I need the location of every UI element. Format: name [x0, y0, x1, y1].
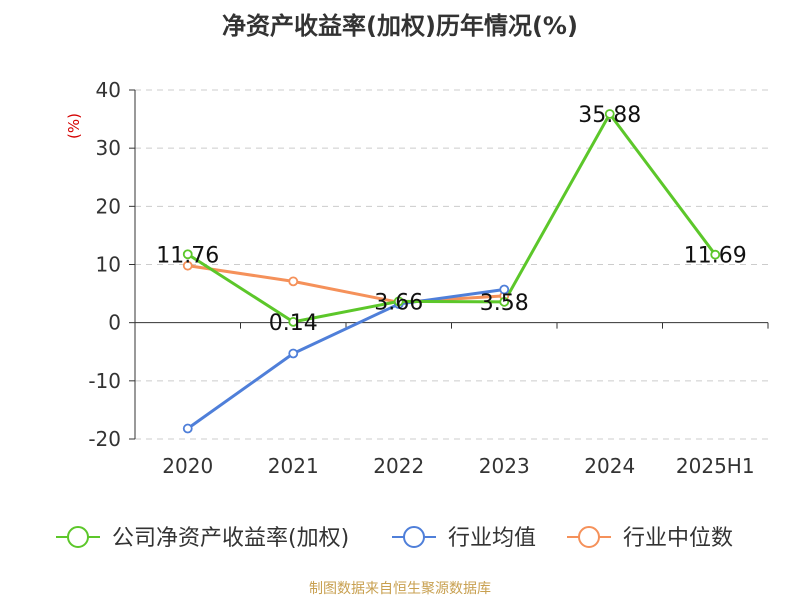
legend-marker: [67, 526, 89, 548]
legend-marker: [578, 526, 600, 548]
data-point: [288, 348, 299, 359]
y-tick-label: 30: [96, 136, 121, 160]
data-label: 3.58: [480, 291, 529, 316]
y-tick-label: 40: [96, 78, 121, 102]
x-tick-label: 2021: [268, 454, 319, 478]
data-point: [499, 296, 510, 307]
data-label: 3.66: [374, 290, 423, 315]
y-tick-label: 10: [96, 253, 121, 277]
x-tick-label: 2023: [479, 454, 530, 478]
legend-marker: [403, 526, 425, 548]
series-line: [187, 264, 505, 304]
y-tick-label: 20: [96, 194, 121, 218]
data-point: [499, 284, 510, 295]
data-label: 11.69: [684, 244, 747, 269]
y-axis-label: (%): [65, 113, 83, 139]
y-tick-label: 0: [108, 311, 121, 335]
data-source-footer: 制图数据来自恒生聚源数据库: [309, 581, 491, 597]
data-label: 35.88: [578, 103, 641, 128]
y-tick-label: -10: [88, 369, 121, 393]
data-point: [288, 276, 299, 287]
data-point: [288, 316, 299, 327]
data-point: [182, 249, 193, 260]
series-line: [186, 112, 717, 324]
x-tick-label: 2025H1: [676, 454, 755, 478]
legend-label: 行业中位数: [623, 526, 733, 551]
data-point: [182, 423, 193, 434]
legend-label: 行业均值: [448, 526, 536, 551]
data-label: 11.76: [156, 243, 219, 268]
x-tick-label: 2022: [373, 454, 424, 478]
legend-label: 公司净资产收益率(加权): [112, 526, 349, 551]
data-point: [710, 249, 721, 260]
series-line: [186, 288, 505, 430]
data-label: 0.14: [269, 311, 318, 336]
data-point: [604, 109, 615, 119]
chart-title: 净资产收益率(加权)历年情况(%): [222, 12, 578, 40]
y-tick-label: -20: [88, 427, 121, 451]
line-chart: 40 30 20 10 0 -10 -20 2020 2021 2022 2023 2024 2025H…: [56, 78, 769, 551]
x-tick-label: 2020: [162, 454, 213, 478]
data-point: [393, 296, 404, 307]
x-tick-label: 2024: [584, 454, 635, 478]
data-point: [182, 260, 193, 271]
